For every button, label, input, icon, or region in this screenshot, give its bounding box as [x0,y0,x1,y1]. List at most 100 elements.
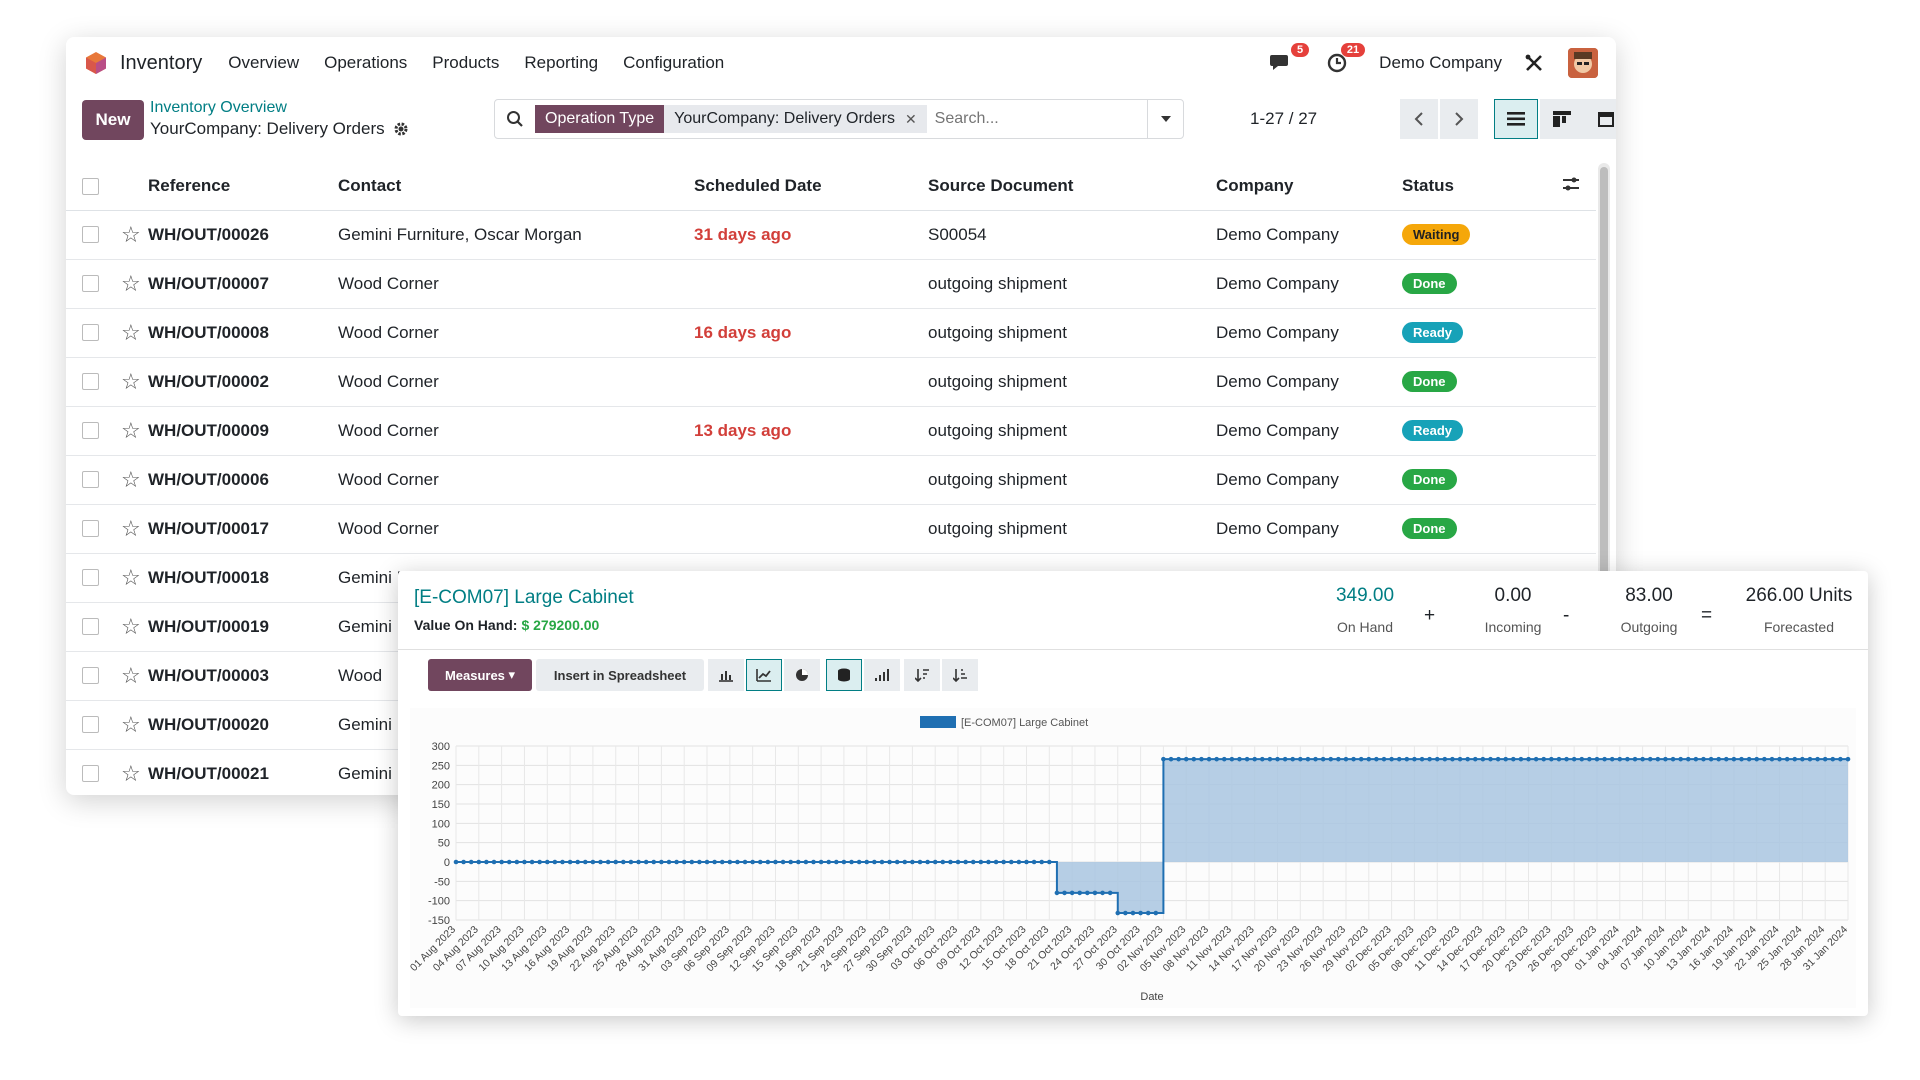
pie-chart-button[interactable] [784,659,820,691]
data-point [1374,756,1379,762]
row-checkbox[interactable] [82,569,99,586]
star-icon[interactable]: ☆ [121,319,141,345]
table-row[interactable]: ☆ WH/OUT/00017 Wood Corner outgoing shipmen… [66,504,1596,554]
col-contact[interactable]: Contact [338,163,694,211]
messages-button[interactable]: 5 [1267,43,1310,77]
star-icon[interactable]: ☆ [121,221,141,247]
on-hand-stat[interactable]: 349.00 On Hand [1320,571,1410,635]
cell-scheduled-date: 31 days ago [694,210,928,260]
company-switcher[interactable]: Demo Company [1379,53,1502,72]
row-checkbox[interactable] [82,716,99,733]
star-icon[interactable]: ☆ [121,760,141,786]
pager-previous[interactable] [1400,99,1438,139]
cell-contact: Wood Corner [338,357,694,407]
table-row[interactable]: ☆ WH/OUT/00009 Wood Corner 13 days ago outgo… [66,406,1596,456]
row-checkbox[interactable] [82,226,99,243]
breadcrumb-parent[interactable]: Inventory Overview [150,99,287,116]
cell-scheduled-date [694,357,928,407]
star-icon[interactable]: ☆ [121,417,141,443]
star-icon[interactable]: ☆ [121,613,141,639]
col-company[interactable]: Company [1216,163,1402,211]
app-name[interactable]: Inventory [120,51,203,74]
select-all-checkbox[interactable] [82,177,99,195]
bar-chart-button[interactable] [708,659,744,691]
breadcrumb-current: YourCompany: Delivery Orders [150,119,409,139]
col-reference[interactable]: Reference [148,163,338,211]
scroll-thumb[interactable] [1600,167,1608,667]
star-icon[interactable]: ☆ [121,368,141,394]
new-button[interactable]: New [82,100,144,140]
product-title[interactable]: [E-COM07] Large Cabinet [414,587,634,608]
search-input[interactable] [934,110,1125,128]
column-settings-icon[interactable] [1562,176,1580,192]
stacked-button[interactable] [826,659,862,691]
row-checkbox[interactable] [82,520,99,537]
table-row[interactable]: ☆ WH/OUT/00007 Wood Corner outgoing shipmen… [66,259,1596,309]
star-icon[interactable]: ☆ [121,270,141,296]
forecasted-stat[interactable]: 266.00 Units Forecasted [1736,571,1862,635]
star-icon[interactable]: ☆ [121,466,141,492]
pager-next[interactable] [1440,99,1478,139]
row-checkbox[interactable] [82,324,99,341]
data-point [1503,756,1509,762]
line-chart-button[interactable] [746,659,782,691]
col-scheduled-date[interactable]: Scheduled Date [694,163,928,211]
table-row[interactable]: ☆ WH/OUT/00006 Wood Corner outgoing shipmen… [66,455,1596,505]
data-point [567,859,573,865]
user-avatar[interactable] [1568,48,1598,78]
data-point [841,859,847,865]
row-checkbox[interactable] [82,422,99,439]
cumulative-button[interactable] [864,659,900,691]
col-status[interactable]: Status [1402,163,1562,211]
gear-icon[interactable] [393,121,409,137]
data-point [948,859,953,865]
tools-icon[interactable] [1524,53,1544,73]
menu-products[interactable]: Products [432,53,500,72]
activities-button[interactable]: 21 [1323,43,1366,77]
row-checkbox[interactable] [82,667,99,684]
sort-descending-button[interactable] [904,659,940,691]
cell-status: Done [1402,259,1562,309]
menu-operations[interactable]: Operations [324,53,408,72]
table-row[interactable]: ☆ WH/OUT/00008 Wood Corner 16 days ago outgo… [66,308,1596,358]
op-minus: - [1563,605,1570,626]
data-point [1092,890,1098,896]
calendar-view-button[interactable] [1584,99,1616,139]
kanban-view-button[interactable] [1540,99,1584,139]
menu-reporting[interactable]: Reporting [524,53,599,72]
row-checkbox[interactable] [82,373,99,390]
row-checkbox[interactable] [82,618,99,635]
star-icon[interactable]: ☆ [121,515,141,541]
data-point [605,859,611,865]
data-point [666,859,672,865]
cell-status: Done [1402,357,1562,407]
remove-facet-icon[interactable]: ✕ [904,110,917,127]
incoming-stat[interactable]: 0.00 Incoming [1458,571,1568,635]
star-icon[interactable]: ☆ [121,662,141,688]
insert-spreadsheet-button[interactable]: Insert in Spreadsheet [536,659,704,691]
row-checkbox[interactable] [82,471,99,488]
cell-source-document-text: outgoing shipment [928,469,1067,489]
pager-value[interactable]: 1-27 / 27 [1250,109,1318,128]
measures-button[interactable]: Measures ▾ [428,659,532,691]
data-point [1313,756,1318,762]
col-source-document[interactable]: Source Document [928,163,1216,211]
list-view-button[interactable] [1494,99,1538,139]
menu-overview[interactable]: Overview [228,53,300,72]
sort-ascending-button[interactable] [942,659,978,691]
menu-configuration[interactable]: Configuration [623,53,725,72]
star-icon[interactable]: ☆ [121,564,141,590]
cell-contact-text: Wood Corner [338,273,439,293]
star-icon[interactable]: ☆ [121,711,141,737]
inventory-logo-icon[interactable] [84,51,108,75]
search-options-toggle[interactable] [1147,100,1183,138]
cell-company-text: Demo Company [1216,224,1339,244]
table-row[interactable]: ☆ WH/OUT/00002 Wood Corner outgoing shipmen… [66,357,1596,407]
table-row[interactable]: ☆ WH/OUT/00026 Gemini Furniture, Oscar Mor… [66,210,1596,260]
data-point [1845,756,1851,762]
row-checkbox[interactable] [82,765,99,782]
search-bar[interactable]: Operation Type YourCompany: Delivery Ord… [494,99,1184,139]
cell-source-document: outgoing shipment [928,259,1216,309]
row-checkbox[interactable] [82,275,99,292]
outgoing-stat[interactable]: 83.00 Outgoing [1594,571,1704,635]
